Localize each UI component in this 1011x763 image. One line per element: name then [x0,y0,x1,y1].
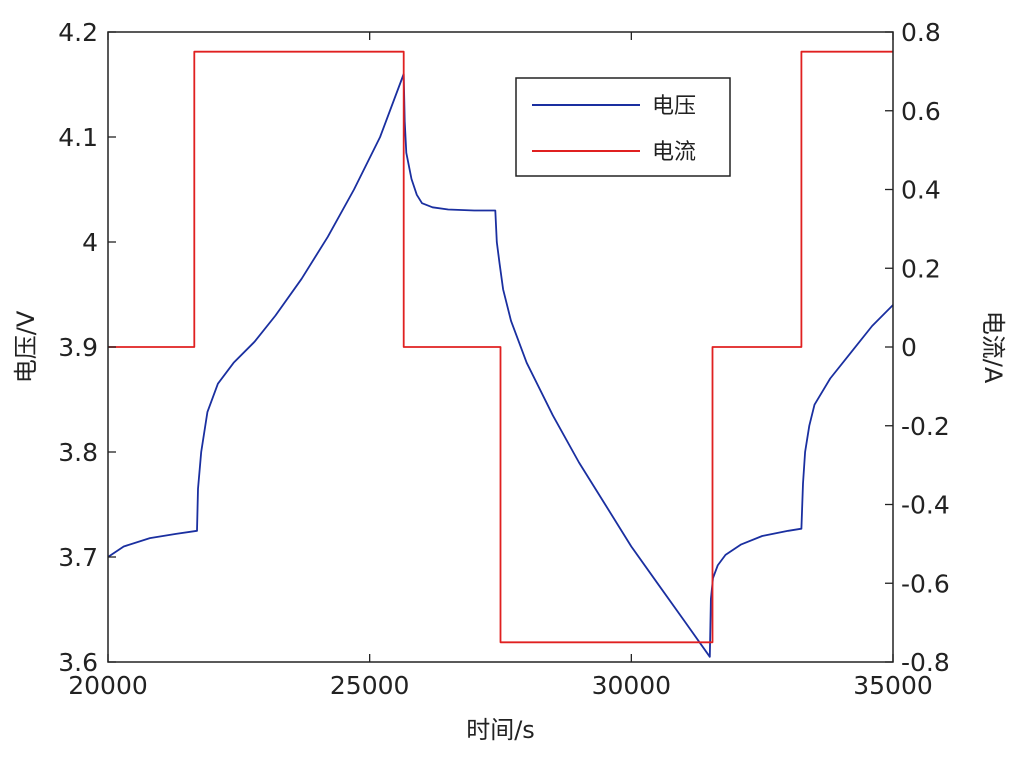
right-y-tick-label: 0.4 [901,176,941,205]
right-y-tick-label: -0.8 [901,648,950,677]
right-y-tick-label: -0.6 [901,569,950,598]
right-y-tick-label: -0.2 [901,412,950,441]
left-y-tick-label: 4.2 [58,18,98,47]
left-y-tick-label: 4 [82,228,98,257]
legend-box [515,77,731,177]
right-y-tick-label: -0.4 [901,491,950,520]
x-tick-label: 30000 [592,671,672,700]
left-y-tick-label: 4.1 [58,123,98,152]
legend-label-current: 电流 [652,140,696,165]
left-y-tick-label: 3.8 [58,438,98,467]
series-line-voltage [107,73,894,658]
series-line-current [108,50,893,644]
left-y-tick-label: 3.7 [58,543,98,572]
right-y-tick-label: 0.2 [901,254,941,283]
x-axis-ticks: 20000 25000 30000 35000 [68,32,933,700]
right-y-tick-label: 0.6 [901,97,941,126]
right-y-tick-label: 0.8 [901,18,941,47]
legend: 电压 电流 [515,77,731,177]
right-y-axis-label: 电流/A [979,311,1007,384]
x-tick-label: 20000 [68,671,148,700]
left-y-tick-label: 3.9 [58,333,98,362]
right-y-axis-ticks: -0.8 -0.6 -0.4 -0.2 0 0.2 0.4 0.6 0.8 [885,18,950,677]
left-y-axis-label: 电压/V [12,310,40,383]
left-y-axis-ticks: 3.6 3.7 3.8 3.9 4 4.1 4.2 [58,18,116,677]
x-tick-label: 35000 [853,671,933,700]
x-tick-label: 25000 [330,671,410,700]
right-y-tick-label: 0 [901,333,917,362]
left-y-tick-label: 3.6 [58,648,98,677]
x-axis-label: 时间/s [466,716,535,744]
legend-label-voltage: 电压 [652,94,696,119]
series-layer [107,50,894,658]
